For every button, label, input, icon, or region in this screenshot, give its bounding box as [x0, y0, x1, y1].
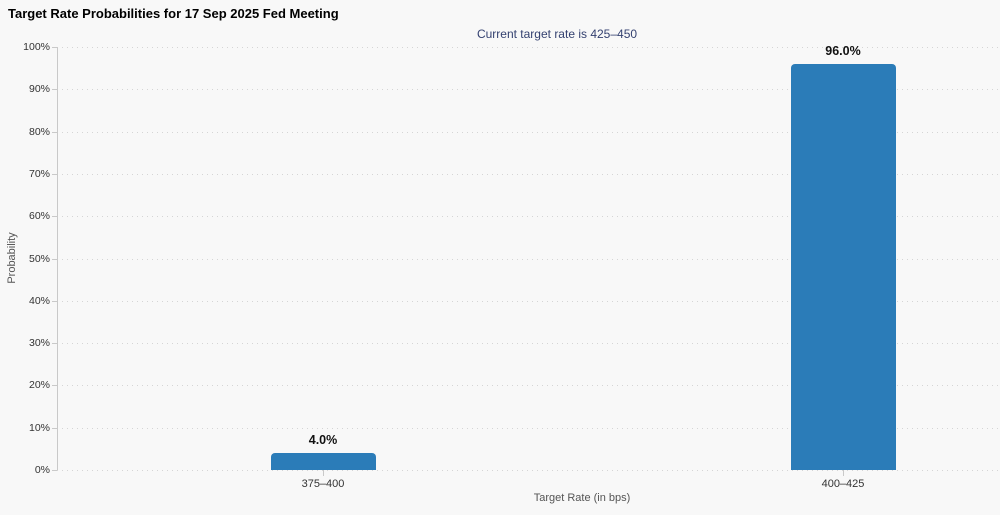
y-tick-label: 20% [28, 379, 50, 392]
y-axis-line [57, 47, 58, 470]
y-tick-label: 0% [34, 464, 50, 476]
y-axis-tick [52, 47, 57, 48]
y-tick-label: 80% [28, 125, 50, 138]
y-axis-tick [52, 300, 57, 302]
y-axis-tick [52, 385, 57, 387]
y-axis-tick [52, 470, 57, 471]
gridline [57, 427, 1000, 429]
x-tick-label: 400–425 [821, 478, 865, 490]
x-tick-label: 375–400 [301, 478, 345, 490]
bar-value-label: 96.0% [825, 44, 861, 58]
y-axis-tick [52, 89, 57, 91]
y-axis-tick [52, 427, 57, 429]
y-axis-tick [52, 173, 57, 175]
gridline [57, 258, 1000, 260]
y-tick-label: 30% [28, 337, 50, 350]
chart-title: Target Rate Probabilities for 17 Sep 202… [8, 6, 339, 21]
y-axis-tick [52, 216, 57, 218]
y-tick-label: 90% [28, 83, 50, 96]
x-axis-tick [323, 470, 324, 476]
gridline [57, 470, 1000, 471]
chart-subtitle: Current target rate is 425–450 [476, 27, 638, 41]
x-axis-tick [843, 470, 844, 476]
bar-value-label: 4.0% [308, 433, 338, 447]
probability-bar[interactable] [270, 453, 376, 470]
y-axis-title: Probability [6, 232, 18, 284]
gridline [57, 216, 1000, 218]
y-axis-tick [52, 343, 57, 345]
y-axis-tick [52, 258, 57, 260]
y-tick-label: 60% [28, 210, 50, 223]
gridline [57, 343, 1000, 345]
y-axis-tick [52, 131, 57, 133]
gridline [57, 131, 1000, 133]
gridline [57, 173, 1000, 175]
y-tick-label: 50% [28, 252, 50, 265]
y-tick-label: 100% [23, 41, 50, 53]
x-axis-title: Target Rate (in bps) [533, 492, 631, 504]
probability-bar[interactable] [790, 64, 896, 470]
gridline [57, 385, 1000, 387]
gridline [57, 47, 1000, 48]
gridline [57, 300, 1000, 302]
gridline [57, 89, 1000, 91]
y-tick-label: 70% [28, 167, 50, 180]
y-tick-label: 40% [28, 294, 50, 307]
y-tick-label: 10% [28, 421, 50, 434]
